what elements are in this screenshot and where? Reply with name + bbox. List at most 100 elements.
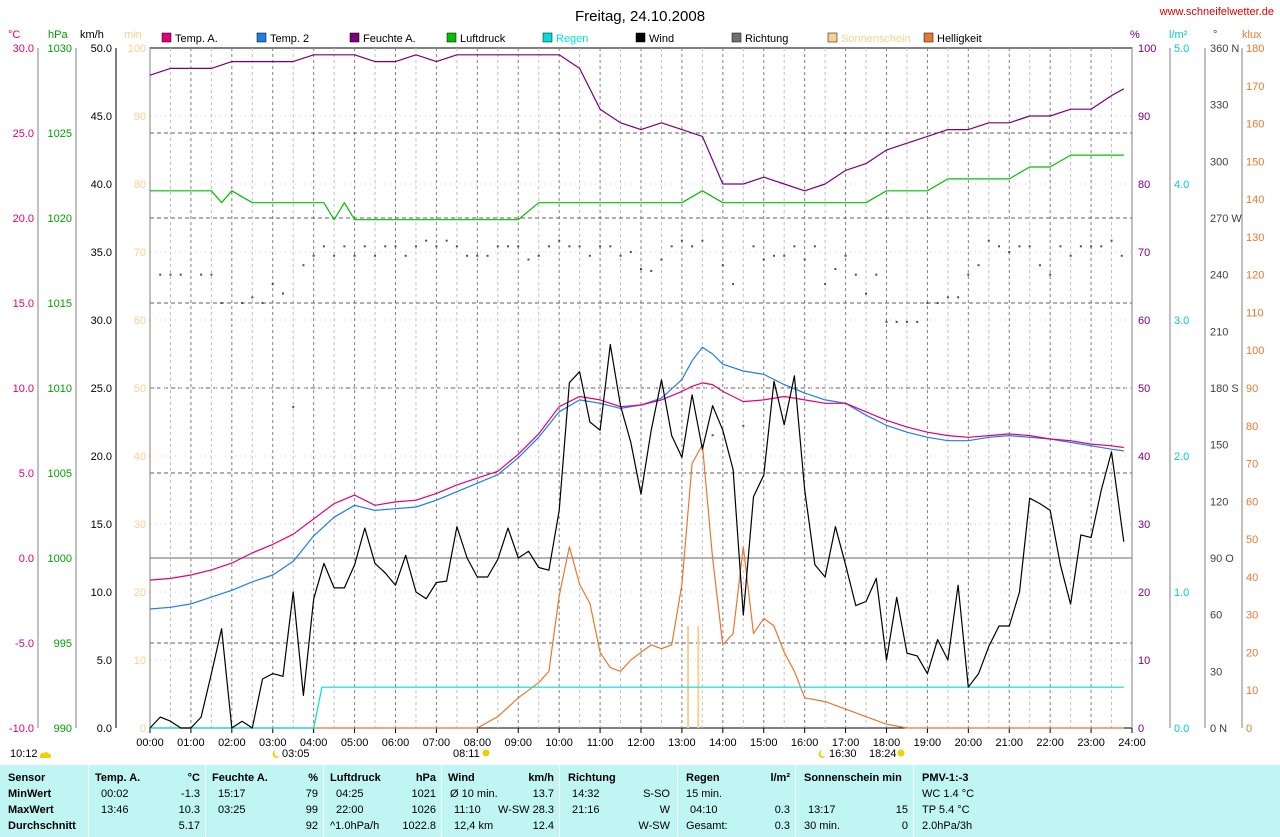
row-label-max: MaxWert [8, 804, 54, 816]
tick-label-direction: 120 [1210, 496, 1228, 508]
tick-label-sun: 60 [134, 315, 146, 327]
tick-label-light: 80 [1246, 421, 1258, 433]
stats-unit: °C [187, 772, 200, 784]
x-tick-label: 17:00 [832, 737, 860, 749]
tick-label-light: 40 [1246, 572, 1258, 584]
direction-point [169, 273, 172, 276]
stat-value: W [659, 804, 670, 816]
direction-point [220, 302, 223, 304]
tick-label-humidity: 80 [1138, 179, 1150, 191]
direction-point [711, 434, 714, 437]
x-tick-label: 21:00 [995, 737, 1023, 749]
tick-label-rain: 2.0 [1174, 451, 1189, 463]
tick-label-light: 160 [1246, 119, 1264, 131]
direction-point [670, 245, 673, 248]
stat-value: 15 [895, 804, 908, 816]
direction-point [333, 254, 336, 257]
tick-label-wind: 20.0 [91, 451, 112, 463]
legend-label: Sonnenschein [841, 33, 911, 45]
stat-value: 92 [305, 820, 318, 832]
tick-label-pressure: 995 [54, 638, 72, 650]
stat-value: TP 5.4 °C [922, 804, 970, 816]
stat-value: S-SO [643, 788, 670, 800]
stat-time: 21:16 [572, 804, 600, 816]
direction-point [1120, 254, 1123, 257]
x-tick-label: 23:00 [1077, 737, 1105, 749]
direction-point [374, 254, 377, 257]
direction-point [271, 283, 274, 286]
direction-point [537, 254, 540, 257]
direction-point [241, 302, 244, 304]
direction-point [762, 258, 765, 261]
stats-header: Richtung [568, 772, 616, 784]
stat-time: 04:25 [336, 788, 364, 800]
x-tick-label: 10:00 [545, 737, 573, 749]
tick-label-pressure: 1005 [48, 468, 72, 480]
row-label-min: MinWert [8, 788, 52, 800]
tick-label-humidity: 20 [1138, 587, 1150, 599]
legend-label: Temp. A. [175, 33, 218, 45]
tick-label-wind: 5.0 [97, 655, 112, 667]
direction-point [967, 273, 970, 276]
site-url[interactable]: www.schneifelwetter.de [1159, 6, 1274, 18]
stat-distance: 12,4 km [454, 820, 494, 832]
stats-col-sensor: Sensor MinWert MaxWert Durchschnitt [0, 765, 88, 837]
tick-label-temp: 20.0 [13, 213, 34, 225]
stats-col-wind: Wind km/h Ø 10 min. 13.7 11:10 W-SW 28.3… [441, 765, 560, 837]
tick-label-direction: 180 S [1210, 383, 1239, 395]
stat-value: 5.17 [178, 820, 200, 832]
stat-value: -1.3 [181, 788, 200, 800]
tick-label-temp: 25.0 [13, 128, 34, 140]
stat-time: 00:02 [101, 788, 129, 800]
x-tick-label: 24:00 [1118, 737, 1146, 749]
series-layer [149, 54, 1125, 729]
stat-value: 79 [305, 788, 318, 800]
stats-header: Luftdruck [330, 772, 381, 784]
direction-point [977, 264, 980, 267]
tick-label-rain: 0.0 [1174, 723, 1189, 735]
stat-value: WC 1.4 °C [922, 788, 975, 800]
stat-time: 22:00 [336, 804, 364, 816]
tick-label-rain: 3.0 [1174, 315, 1189, 327]
axes: 30.025.020.015.010.05.00.0-5.0-10.010301… [9, 43, 1264, 749]
legend-label: Richtung [745, 33, 788, 45]
direction-point [1110, 239, 1113, 242]
tick-label-direction: 300 [1210, 156, 1228, 168]
direction-point [916, 320, 919, 323]
weather-chart: Freitag, 24.10.2008 www.schneifelwetter.… [8, 6, 1274, 760]
direction-point [363, 245, 366, 248]
x-tick-label: 20:00 [955, 737, 983, 749]
stats-col-temp: Temp. A. °C 00:02 -1.3 13:46 10.3 5.17 [88, 765, 206, 837]
series-line-helligkeit [150, 444, 1124, 729]
tick-label-light: 120 [1246, 270, 1264, 282]
sunrise-time: 08:11 [453, 748, 480, 760]
stats-header: Feuchte A. [212, 772, 268, 784]
direction-point [895, 320, 898, 323]
tick-label-light: 170 [1246, 81, 1264, 93]
stats-col-direction: Richtung 14:32 S-SO 21:16 W W-SW [559, 765, 678, 837]
stat-time: 13:46 [101, 804, 129, 816]
tick-label-humidity: 10 [1138, 655, 1150, 667]
direction-point [568, 245, 571, 248]
direction-point [261, 302, 264, 304]
cloud-icon [39, 752, 51, 758]
rain-start-time: 10:12 [10, 748, 38, 760]
legend-label: Wind [649, 33, 674, 45]
tick-label-direction: 240 [1210, 270, 1228, 282]
moonset-time: 16:30 [829, 748, 857, 760]
tick-label-sun: 30 [134, 519, 146, 531]
legend-swatch [923, 32, 934, 43]
tick-label-light: 30 [1246, 610, 1258, 622]
tick-label-sun: 90 [134, 111, 146, 123]
legend-swatch [349, 32, 360, 43]
direction-point [824, 283, 827, 286]
tick-label-sun: 10 [134, 655, 146, 667]
x-tick-label: 12:00 [627, 737, 655, 749]
tick-label-light: 60 [1246, 496, 1258, 508]
direction-point [1038, 264, 1041, 267]
direction-point [251, 296, 254, 299]
stat-value: 1026 [411, 804, 436, 816]
tick-label-temp: 15.0 [13, 298, 34, 310]
tick-label-wind: 30.0 [91, 315, 112, 327]
direction-point [435, 245, 438, 248]
